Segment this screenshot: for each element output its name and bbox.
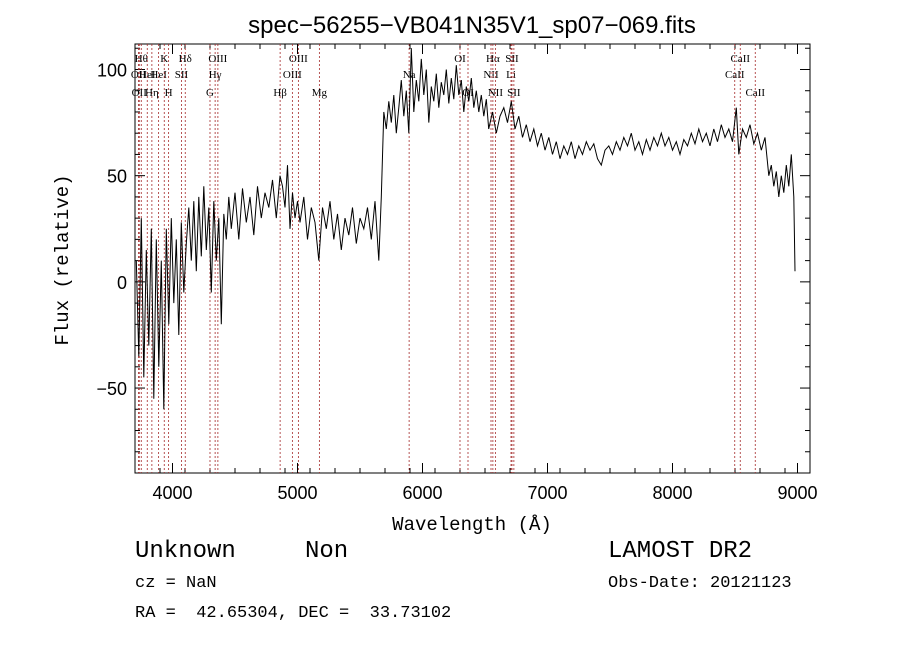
y-tick-label: −50 — [96, 379, 127, 399]
coords-label: RA = 42.65304, DEC = 33.73102 — [135, 604, 452, 623]
line-marker-label: OIII — [208, 53, 227, 65]
line-marker-label: OI — [462, 87, 474, 99]
spectrum-line — [135, 48, 796, 410]
survey-label: LAMOST DR2 — [608, 538, 753, 565]
x-tick-label: 5000 — [277, 483, 317, 503]
line-marker-label: Li — [506, 69, 516, 81]
line-marker-label: OI — [454, 53, 466, 65]
y-axis-label: Flux (relative) — [52, 174, 74, 345]
plot-area: 4000 5000 6000 7000 8000 9000 −50 0 50 100 Hθ OII OI… — [96, 43, 818, 503]
line-marker-label: H — [165, 87, 173, 99]
obs-date-label: Obs-Date: 20121123 — [608, 574, 792, 593]
y-tick-label: 50 — [107, 167, 127, 187]
line-marker-label: OII — [131, 69, 147, 81]
line-marker-label: NII — [483, 69, 499, 81]
line-marker-label: Na — [403, 69, 416, 81]
line-marker-label: CaII — [745, 87, 765, 99]
line-marker-label: Hα — [486, 53, 500, 65]
line-marker-label: SII — [175, 69, 189, 81]
class-label: Unknown — [135, 538, 236, 565]
line-marker-label: CaII — [730, 53, 750, 65]
line-marker-label: Hη — [145, 87, 159, 99]
y-tick-label: 0 — [117, 273, 127, 293]
chart-title: spec−56255−VB041N35V1_sp07−069.fits — [248, 12, 696, 39]
line-marker-label: Hγ — [209, 69, 222, 81]
x-tick-label: 4000 — [152, 483, 192, 503]
line-marker-label: OIII — [283, 69, 302, 81]
x-tick-label: 7000 — [527, 483, 567, 503]
line-marker-label: G — [206, 87, 214, 99]
line-marker-label: OII — [132, 87, 148, 99]
line-marker-label: Hβ — [273, 87, 287, 99]
line-marker-label: Mg — [312, 87, 328, 99]
line-marker-label: CaII — [725, 69, 745, 81]
line-marker-label: HeI — [150, 69, 167, 81]
line-marker-label: OIII — [289, 53, 308, 65]
x-tick-label: 9000 — [777, 483, 817, 503]
plot-frame — [134, 43, 811, 474]
y-tick-label: 100 — [97, 60, 127, 80]
x-tick-label: 6000 — [402, 483, 442, 503]
x-axis-label: Wavelength (Å) — [392, 514, 552, 536]
subclass-label: Non — [305, 538, 349, 565]
cz-label: cz = NaN — [135, 574, 217, 593]
line-marker-label: Hθ — [135, 53, 148, 65]
line-marker-label: SII — [507, 87, 521, 99]
line-marker-label: NII — [488, 87, 504, 99]
line-marker-label: K — [160, 53, 168, 65]
line-marker-label: Hδ — [179, 53, 192, 65]
x-tick-label: 8000 — [652, 483, 692, 503]
line-marker-label: SII — [505, 53, 519, 65]
